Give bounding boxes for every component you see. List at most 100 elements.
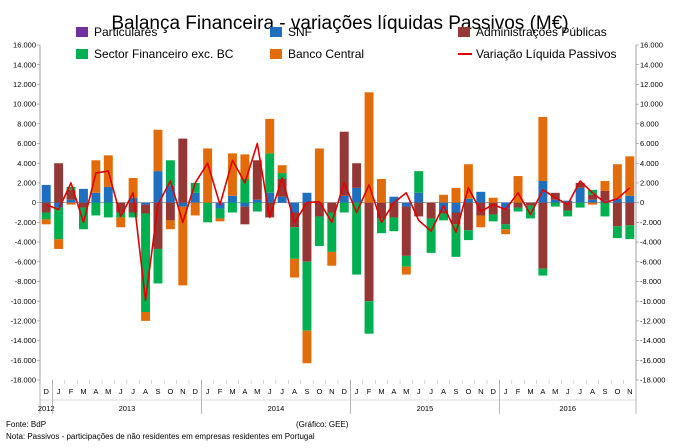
bar-administra-es-p-blicas [240,206,250,225]
legend-label-particulares: Particulares [94,25,157,39]
bar-administra-es-p-blicas [426,202,436,219]
bars [41,92,635,364]
y-tick-label-left: -18.000 [11,376,36,385]
bar-snf [91,192,101,203]
bar-administra-es-p-blicas [463,202,473,231]
bar-sector-financeiro-exc-bc [525,205,535,219]
bar-snf [401,202,411,207]
y-tick-label-left: -12.000 [11,316,36,325]
y-tick-label-left: -6.000 [15,257,36,266]
bar-snf [277,196,287,203]
bar-administra-es-p-blicas [339,131,349,196]
legend-swatch-banco-central [270,49,282,59]
x-tick-label-month: S [453,387,458,396]
bar-administra-es-p-blicas [414,202,424,217]
bar-administra-es-p-blicas [588,194,598,200]
legend-label-varia-o-l-quida-passivos: Variação Líquida Passivos [476,47,617,61]
bar-sector-financeiro-exc-bc [612,226,622,239]
bar-banco-central [538,116,548,181]
bar-sector-financeiro-exc-bc [339,202,349,213]
chart-title: Balança Financeira - variações líquidas … [111,13,568,34]
legend-label-snf: SNF [288,25,312,39]
bar-snf [625,195,635,203]
bar-administra-es-p-blicas [501,208,511,225]
x-tick-label-month: J [131,387,135,396]
bar-snf [215,202,225,209]
bar-snf [128,197,138,203]
bar-administra-es-p-blicas [625,202,635,226]
bar-sector-financeiro-exc-bc [277,173,287,179]
x-tick-label-month: J [355,387,359,396]
bar-sector-financeiro-exc-bc [66,186,76,190]
bar-sector-financeiro-exc-bc [128,212,138,218]
y-tick-label-left: -10.000 [11,297,36,306]
legend-swatch-snf [270,27,282,37]
bar-sector-financeiro-exc-bc [426,218,436,253]
x-tick-label-month: D [43,387,49,396]
y-tick-label-left: 12.000 [13,80,36,89]
bar-administra-es-p-blicas [178,138,188,203]
net-variation-line [45,142,631,302]
bar-snf [588,199,598,203]
bar-administra-es-p-blicas [327,202,337,213]
bar-sector-financeiro-exc-bc [550,202,560,207]
y-tick-label-right: 16.000 [640,41,663,50]
bar-administra-es-p-blicas [277,179,287,197]
x-tick-label-month: A [143,387,148,396]
year-label: 2015 [417,404,434,413]
x-tick-label-month: J [268,387,272,396]
bar-sector-financeiro-exc-bc [302,261,312,331]
bar-sector-financeiro-exc-bc [575,202,585,208]
bar-sector-financeiro-exc-bc [401,255,411,267]
bar-banco-central [91,160,101,193]
bar-sector-financeiro-exc-bc [327,212,337,252]
bar-banco-central [116,217,126,228]
y-tick-label-left: -2.000 [15,218,36,227]
bar-snf [302,192,312,203]
bar-banco-central [141,312,151,321]
bar-banco-central [463,164,473,199]
bar-banco-central [203,148,213,203]
x-tick-label-month: N [329,387,334,396]
x-tick-label-month: J [57,387,61,396]
bar-administra-es-p-blicas [364,202,374,302]
bar-banco-central [190,202,200,216]
bar-snf [190,192,200,203]
bar-snf [78,188,88,203]
x-tick-label-month: M [105,387,111,396]
x-tick-label-month: A [93,387,98,396]
x-tick-label-month: A [441,387,446,396]
x-tick-label-month: J [206,387,210,396]
bar-banco-central [66,202,76,205]
legend-swatch-sector-financeiro-exc-bc [76,49,88,59]
bar-sector-financeiro-exc-bc [265,153,275,193]
bar-sector-financeiro-exc-bc [414,171,424,193]
bar-banco-central [54,239,64,249]
bar-sector-financeiro-exc-bc [290,227,300,259]
bar-sector-financeiro-exc-bc [538,268,548,276]
bar-sector-financeiro-exc-bc [41,212,51,220]
bar-banco-central [401,266,411,275]
bar-banco-central [600,180,610,191]
bar-administra-es-p-blicas [302,202,312,262]
bar-snf [538,180,548,203]
x-tick-label-month: F [367,387,372,396]
bar-banco-central [227,153,237,196]
bar-snf [414,192,424,203]
bar-sector-financeiro-exc-bc [376,218,386,234]
bar-sector-financeiro-exc-bc [352,202,362,275]
bar-banco-central [376,179,386,203]
y-tick-label-left: 14.000 [13,60,36,69]
bar-snf [252,199,262,203]
y-tick-label-right: 6.000 [640,139,659,148]
y-tick-label-right: 4.000 [640,159,659,168]
bar-sector-financeiro-exc-bc [439,213,449,221]
x-tick-label-month: A [540,387,545,396]
bar-snf [290,202,300,213]
x-tick-label-month: M [403,387,409,396]
bar-banco-central [41,219,51,225]
year-label: 2013 [119,404,136,413]
y-tick-label-right: 10.000 [640,100,663,109]
bar-administra-es-p-blicas [575,182,585,188]
